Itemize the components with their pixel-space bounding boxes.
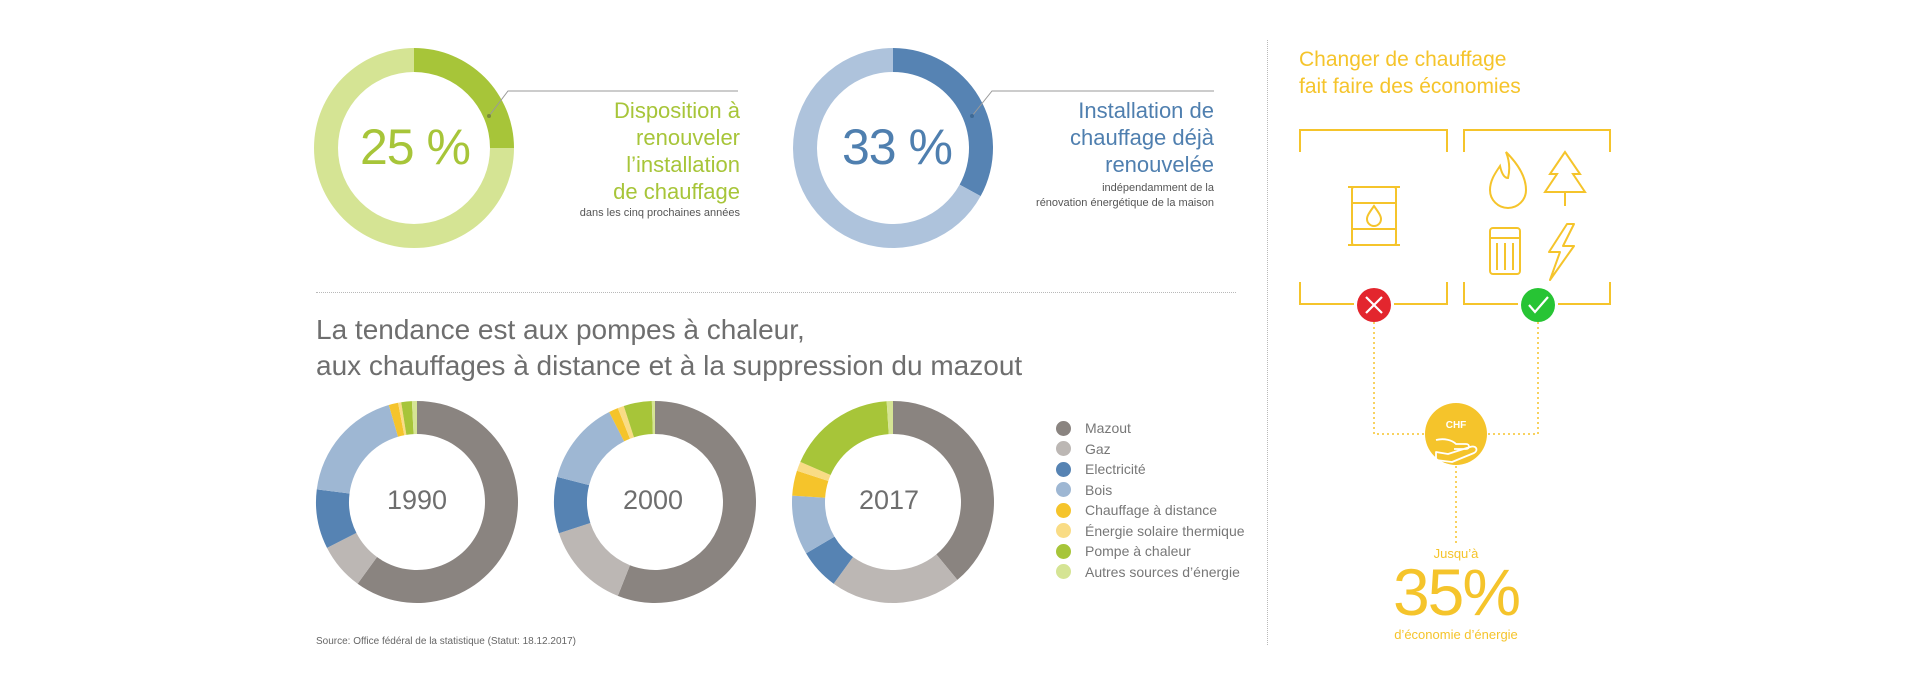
trend-donut-1990-slice-mazout <box>357 401 519 603</box>
flame-icon <box>1488 151 1528 209</box>
headline-donut-2-title: Installation de chauffage déjà renouvelé… <box>1070 98 1214 177</box>
legend-swatch <box>1056 461 1071 477</box>
headline-donut-1-subtitle: dans les cinq prochaines années <box>579 207 740 219</box>
legend-label: Autres sources d’énergie <box>1085 563 1240 580</box>
trend-donut-1990-slice-autres-sources-d-energie <box>411 401 417 435</box>
headline-donut-2-subtitle: indépendamment de la rénovation énergéti… <box>1036 182 1214 209</box>
headline-donut-1-value: 25 % <box>360 119 471 175</box>
legend-label: Énergie solaire thermique <box>1085 522 1245 539</box>
trend-donut-2017-slice-energie-solaire-thermique <box>796 461 831 481</box>
tree-icon <box>1543 150 1587 206</box>
trend-donut-2017-slice-bois <box>792 495 835 554</box>
lightning-icon <box>1548 223 1575 281</box>
trend-donut-2000-slice-mazout <box>617 401 756 604</box>
trend-donut-1990-slice-bois <box>316 405 399 494</box>
savings-value: 35% <box>1392 555 1521 629</box>
trend-donut-2000-slice-bois <box>557 412 625 486</box>
legend: Mazout Gaz Electricité Bois Chauffage à dist… <box>1056 418 1245 582</box>
trend-donut-2000-slice-chauffage-a-distance <box>609 408 630 442</box>
chf-hand-icon: CHF <box>1425 403 1487 465</box>
trend-donut-2000-slice-electricite <box>554 476 591 534</box>
headline-donut-1-title: Disposition à renouveler l’installation … <box>613 98 740 204</box>
headline-donut-2-value: 33 % <box>842 119 953 175</box>
legend-swatch <box>1056 564 1071 580</box>
old-heating-box <box>1299 129 1448 305</box>
trend-donut-2000-slice-pompe-a-chaleur <box>623 401 653 438</box>
savings-caption: d’économie d’énergie <box>1394 627 1518 642</box>
oil-barrel-icon <box>1348 186 1400 246</box>
trend-donut-1990-slice-energie-solaire-thermique <box>398 402 407 436</box>
legend-item-electricite: Electricité <box>1056 459 1245 480</box>
legend-item-mazout: Mazout <box>1056 418 1245 439</box>
legend-swatch <box>1056 441 1071 457</box>
trend-donut-2017-slice-pompe-a-chaleur <box>800 401 889 475</box>
source-note: Source: Office fédéral de la statistique… <box>316 636 576 647</box>
legend-label: Bois <box>1085 481 1113 498</box>
trend-donut-2017-slice-autres-sources-d-energie <box>886 401 893 435</box>
legend-item-pompe-a-chaleur: Pompe à chaleur <box>1056 541 1245 562</box>
legend-item-gaz: Gaz <box>1056 439 1245 460</box>
legend-swatch <box>1056 420 1071 436</box>
reject-x-icon <box>1357 288 1391 322</box>
legend-label: Chauffage à distance <box>1085 502 1218 519</box>
legend-item-autres-sources-d-energie: Autres sources d’énergie <box>1056 562 1245 583</box>
legend-label: Pompe à chaleur <box>1085 543 1191 560</box>
trend-donut-2017-slice-gaz <box>833 554 958 603</box>
trend-donut-1990-slice-pompe-a-chaleur <box>401 401 414 435</box>
savings-upto: Jusqu’à <box>1433 546 1479 561</box>
legend-item-bois: Bois <box>1056 480 1245 501</box>
legend-label: Gaz <box>1085 440 1111 457</box>
trend-donut-1990-label: 1990 <box>386 485 448 515</box>
heat-pump-icon <box>1489 227 1521 275</box>
legend-item-energie-solaire-thermique: Énergie solaire thermique <box>1056 521 1245 542</box>
trend-donut-2000-slice-energie-solaire-thermique <box>617 405 634 439</box>
new-heating-box <box>1463 129 1611 305</box>
trend-donut-2017-label: 2017 <box>858 485 920 515</box>
trend-donut-2017-slice-electricite <box>806 536 854 584</box>
chf-label: CHF <box>1446 420 1467 431</box>
trend-donut-1990-slice-chauffage-a-distance <box>388 402 405 437</box>
vertical-divider <box>1267 40 1268 645</box>
trend-donut-1990-slice-electricite <box>316 489 357 548</box>
legend-label: Electricité <box>1085 461 1146 478</box>
trend-donut-2000-label: 2000 <box>622 485 684 515</box>
trend-donut-1990-slice-gaz <box>327 532 378 584</box>
trend-donut-2000-slice-autres-sources-d-energie <box>651 401 655 435</box>
legend-swatch <box>1056 523 1071 539</box>
legend-label: Mazout <box>1085 420 1131 437</box>
trend-donut-2017-slice-chauffage-a-distance <box>792 470 829 498</box>
legend-swatch <box>1056 482 1071 498</box>
horizontal-divider <box>316 292 1236 293</box>
savings-title: Changer de chauffage fait faire des écon… <box>1299 48 1521 98</box>
approve-check-icon <box>1521 288 1555 322</box>
trend-donut-2000-slice-gaz <box>558 523 630 596</box>
legend-swatch <box>1056 543 1071 559</box>
savings-connectors <box>1373 322 1539 545</box>
trend-donut-2017-slice-mazout <box>893 401 994 580</box>
trend-headline: La tendance est aux pompes à chaleur, au… <box>316 314 1023 381</box>
legend-swatch <box>1056 502 1071 518</box>
legend-item-chauffage-a-distance: Chauffage à distance <box>1056 500 1245 521</box>
